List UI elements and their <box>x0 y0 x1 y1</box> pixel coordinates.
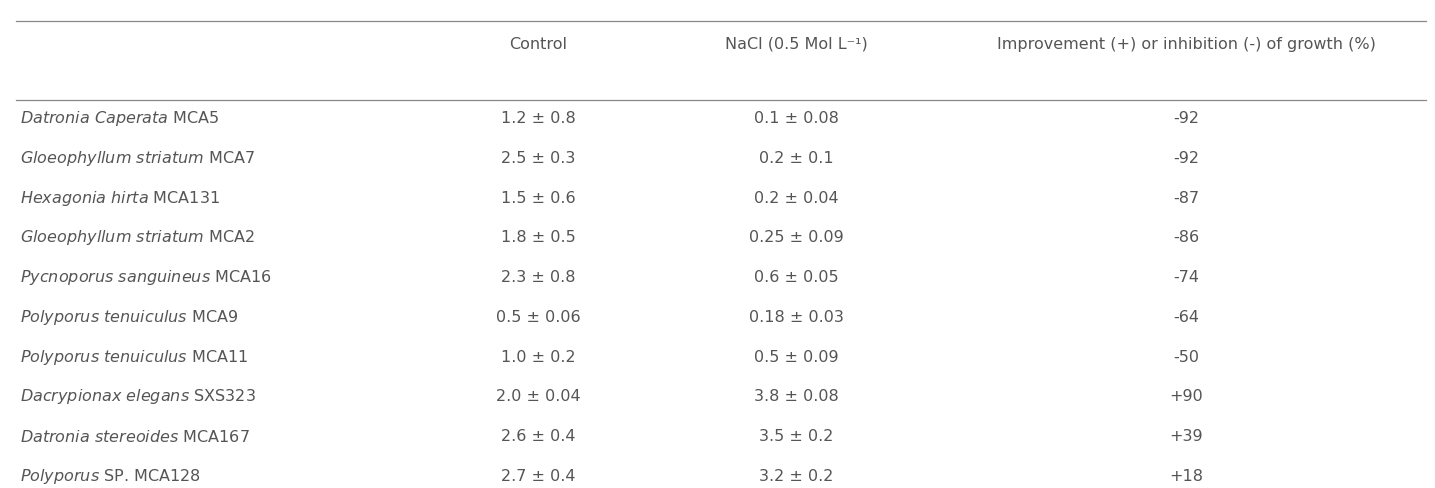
Text: -74: -74 <box>1174 270 1200 285</box>
Text: $\mathit{Dacrypionax}$ $\mathit{elegans}$ SXS323: $\mathit{Dacrypionax}$ $\mathit{elegans}… <box>20 387 255 407</box>
Text: $\mathit{Polyporus}$ $\mathit{tenuiculus}$ MCA11: $\mathit{Polyporus}$ $\mathit{tenuiculus… <box>20 347 248 366</box>
Text: 2.7 ± 0.4: 2.7 ± 0.4 <box>501 469 575 484</box>
Text: -87: -87 <box>1174 191 1200 205</box>
Text: 0.2 ± 0.04: 0.2 ± 0.04 <box>753 191 838 205</box>
Text: 3.8 ± 0.08: 3.8 ± 0.08 <box>753 389 838 405</box>
Text: 0.18 ± 0.03: 0.18 ± 0.03 <box>749 310 844 325</box>
Text: -92: -92 <box>1174 111 1200 126</box>
Text: NaCl (0.5 Mol L⁻¹): NaCl (0.5 Mol L⁻¹) <box>725 37 868 52</box>
Text: 1.2 ± 0.8: 1.2 ± 0.8 <box>501 111 575 126</box>
Text: 2.3 ± 0.8: 2.3 ± 0.8 <box>501 270 575 285</box>
Text: -64: -64 <box>1174 310 1200 325</box>
Text: 0.5 ± 0.06: 0.5 ± 0.06 <box>497 310 581 325</box>
Text: 2.6 ± 0.4: 2.6 ± 0.4 <box>501 429 575 444</box>
Text: $\mathit{Gloeophyllum}$ $\mathit{striatum}$ MCA7: $\mathit{Gloeophyllum}$ $\mathit{striatu… <box>20 149 255 168</box>
Text: +90: +90 <box>1170 389 1204 405</box>
Text: 3.2 ± 0.2: 3.2 ± 0.2 <box>759 469 834 484</box>
Text: $\mathit{Datronia}$ $\mathit{Caperata}$ MCA5: $\mathit{Datronia}$ $\mathit{Caperata}$ … <box>20 109 220 128</box>
Text: -86: -86 <box>1174 230 1200 245</box>
Text: 1.5 ± 0.6: 1.5 ± 0.6 <box>501 191 575 205</box>
Text: $\mathit{Polyporus}$ $\mathit{tenuiculus}$ MCA9: $\mathit{Polyporus}$ $\mathit{tenuiculus… <box>20 308 238 327</box>
Text: $\mathit{Hexagonia}$ $\mathit{hirta}$ MCA131: $\mathit{Hexagonia}$ $\mathit{hirta}$ MC… <box>20 189 220 208</box>
Text: Improvement (+) or inhibition (-) of growth (%): Improvement (+) or inhibition (-) of gro… <box>997 37 1376 52</box>
Text: 1.8 ± 0.5: 1.8 ± 0.5 <box>501 230 575 245</box>
Text: 2.0 ± 0.04: 2.0 ± 0.04 <box>497 389 581 405</box>
Text: 2.5 ± 0.3: 2.5 ± 0.3 <box>501 151 575 166</box>
Text: $\mathit{Datronia}$ $\mathit{stereoides}$ MCA167: $\mathit{Datronia}$ $\mathit{stereoides}… <box>20 428 250 445</box>
Text: $\mathit{Gloeophyllum}$ $\mathit{striatum}$ MCA2: $\mathit{Gloeophyllum}$ $\mathit{striatu… <box>20 228 254 247</box>
Text: 1.0 ± 0.2: 1.0 ± 0.2 <box>501 349 575 365</box>
Text: -50: -50 <box>1174 349 1200 365</box>
Text: Control: Control <box>509 37 567 52</box>
Text: +39: +39 <box>1170 429 1204 444</box>
Text: 0.2 ± 0.1: 0.2 ± 0.1 <box>759 151 834 166</box>
Text: 0.5 ± 0.09: 0.5 ± 0.09 <box>753 349 838 365</box>
Text: $\mathit{Polyporus}$ SP. MCA128: $\mathit{Polyporus}$ SP. MCA128 <box>20 467 201 486</box>
Text: 0.6 ± 0.05: 0.6 ± 0.05 <box>753 270 838 285</box>
Text: $\mathit{Pycnoporus}$ $\mathit{sanguineus}$ MCA16: $\mathit{Pycnoporus}$ $\mathit{sanguineu… <box>20 268 271 287</box>
Text: 0.1 ± 0.08: 0.1 ± 0.08 <box>753 111 838 126</box>
Text: +18: +18 <box>1170 469 1204 484</box>
Text: 0.25 ± 0.09: 0.25 ± 0.09 <box>749 230 844 245</box>
Text: -92: -92 <box>1174 151 1200 166</box>
Text: 3.5 ± 0.2: 3.5 ± 0.2 <box>759 429 834 444</box>
